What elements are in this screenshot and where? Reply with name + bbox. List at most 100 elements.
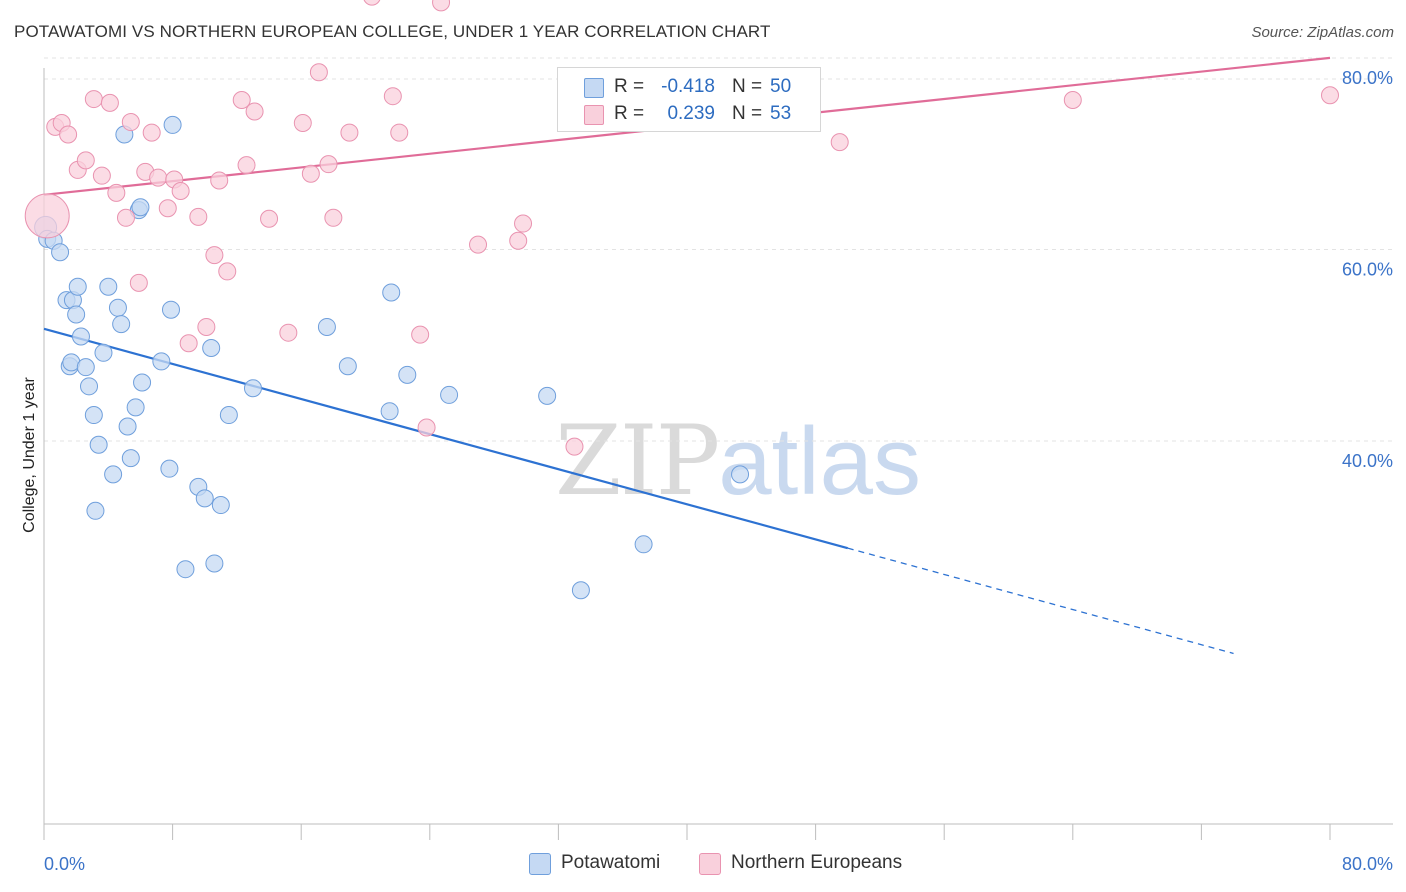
point-northern-europeans <box>260 209 279 228</box>
chart-title: POTAWATOMI VS NORTHERN EUROPEAN COLLEGE,… <box>14 22 771 41</box>
point-northern-europeans <box>107 183 126 202</box>
point-northern-europeans <box>301 164 320 183</box>
point-northern-europeans <box>121 113 140 132</box>
r-label: R = <box>614 76 645 97</box>
point-potawatomi <box>112 315 131 334</box>
point-potawatomi <box>398 365 417 384</box>
point-northern-europeans <box>565 437 584 456</box>
point-northern-europeans <box>319 155 338 174</box>
point-potawatomi <box>161 300 180 319</box>
point-potawatomi <box>76 358 95 377</box>
point-northern-europeans <box>232 91 251 110</box>
y-tick-label: 40.0% <box>1342 451 1393 471</box>
point-potawatomi <box>67 305 86 324</box>
point-northern-europeans <box>830 133 849 152</box>
point-northern-europeans <box>24 193 70 239</box>
point-northern-europeans <box>116 208 135 227</box>
point-northern-europeans <box>293 114 312 133</box>
point-potawatomi <box>634 535 653 554</box>
point-northern-europeans <box>179 334 198 353</box>
point-potawatomi <box>152 352 171 371</box>
point-potawatomi <box>126 398 145 417</box>
point-northern-europeans <box>76 151 95 170</box>
point-northern-europeans <box>1063 91 1082 110</box>
point-potawatomi <box>440 385 459 404</box>
point-northern-europeans <box>84 90 103 109</box>
n-label: N = <box>732 76 763 97</box>
point-northern-europeans <box>411 325 430 344</box>
r-label: R = <box>614 103 645 124</box>
trend-line-potawatomi <box>43 327 849 550</box>
point-northern-europeans <box>514 214 533 233</box>
trend-lines <box>43 56 1331 655</box>
point-northern-europeans <box>390 123 409 142</box>
point-potawatomi <box>731 465 750 484</box>
swatch-blue-icon <box>529 853 551 875</box>
point-potawatomi <box>160 459 179 478</box>
y-tick-label: 60.0% <box>1342 260 1393 280</box>
x-tick-label: 0.0% <box>44 854 85 874</box>
point-northern-europeans <box>469 235 488 254</box>
point-northern-europeans <box>210 171 229 190</box>
point-potawatomi <box>94 343 113 362</box>
y-tick-label: 80.0% <box>1342 68 1393 88</box>
point-potawatomi <box>99 277 118 296</box>
watermark: ZIPatlas <box>555 405 921 517</box>
tick-labels: 40.0%60.0%80.0%100.0%0.0%80.0% <box>44 68 1393 874</box>
stats-legend: R = -0.418 N = 50 R = 0.239 N = 53 <box>557 67 821 132</box>
point-northern-europeans <box>245 102 264 121</box>
point-northern-europeans <box>237 156 256 175</box>
legend-label: Northern Europeans <box>731 852 903 873</box>
point-potawatomi <box>80 377 99 396</box>
point-potawatomi <box>89 435 108 454</box>
point-northern-europeans <box>432 0 451 12</box>
point-northern-europeans <box>92 166 111 185</box>
point-potawatomi <box>68 277 87 296</box>
point-potawatomi <box>211 496 230 515</box>
point-northern-europeans <box>363 0 381 6</box>
legend-label: Potawatomi <box>561 852 661 873</box>
point-potawatomi <box>121 449 140 468</box>
point-potawatomi <box>108 298 127 317</box>
watermark-atlas: atlas <box>718 408 921 515</box>
axes <box>43 68 1393 840</box>
series-legend: Potawatomi Northern Europeans <box>0 852 1406 878</box>
swatch-pink-icon <box>584 105 604 125</box>
point-potawatomi <box>71 327 90 346</box>
point-northern-europeans <box>383 87 402 106</box>
point-potawatomi <box>380 402 399 421</box>
point-northern-europeans <box>324 208 343 227</box>
point-northern-europeans <box>1321 86 1339 105</box>
watermark-zip: ZIP <box>555 405 720 517</box>
point-northern-europeans <box>142 123 161 142</box>
point-potawatomi <box>538 386 557 405</box>
point-potawatomi <box>176 560 195 579</box>
swatch-blue-icon <box>584 78 604 98</box>
r-value: 0.239 <box>667 103 715 124</box>
trend-line-potawatomi-extension <box>847 547 1234 655</box>
point-northern-europeans <box>509 231 528 250</box>
point-potawatomi <box>84 406 103 425</box>
point-northern-europeans <box>129 273 148 292</box>
point-potawatomi <box>195 489 214 508</box>
point-northern-europeans <box>59 125 78 144</box>
point-potawatomi <box>205 554 224 573</box>
point-potawatomi <box>51 243 70 262</box>
point-potawatomi <box>131 198 150 217</box>
point-northern-europeans <box>189 207 208 226</box>
x-tick-label: 80.0% <box>1342 854 1393 874</box>
point-potawatomi <box>104 465 123 484</box>
point-northern-europeans <box>340 123 359 142</box>
swatch-pink-icon <box>699 853 721 875</box>
point-northern-europeans <box>218 262 237 281</box>
point-northern-europeans <box>309 63 328 82</box>
point-northern-europeans <box>205 246 224 265</box>
source-label: Source: ZipAtlas.com <box>1251 24 1394 41</box>
n-value: 50 <box>770 76 792 97</box>
point-northern-europeans <box>149 168 168 187</box>
data-points <box>24 0 1339 600</box>
point-potawatomi <box>338 357 357 376</box>
point-northern-europeans <box>417 418 436 437</box>
point-potawatomi <box>118 417 137 436</box>
